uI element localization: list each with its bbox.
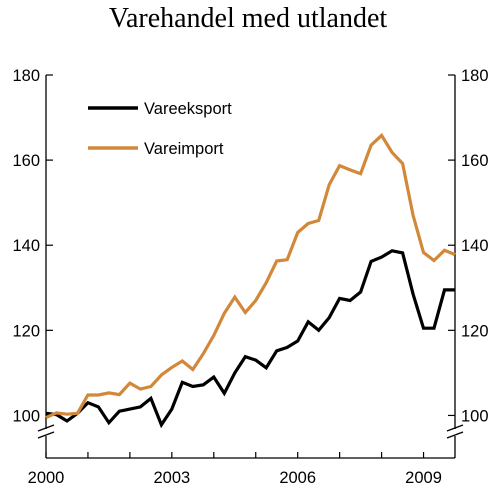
x-tick-label: 2000 [28,469,65,487]
y-tick-label-left: 160 [12,152,40,170]
y-tick-label-right: 140 [461,237,489,255]
y-axis-ticks: 100 100 120 120 140 140 160 160 180 180 [12,67,488,425]
series-line-vareimport [45,132,456,420]
y-tick-label-right: 160 [461,152,489,170]
series-lines [45,132,456,429]
series-line-vareeksport [45,249,455,429]
y-tick-label-left: 180 [12,67,40,85]
x-tick-label: 2009 [405,469,442,487]
plot-frame [45,75,456,459]
legend-label-vareeksport: Vareeksport [144,100,232,118]
legend-label-vareimport: Vareimport [144,140,224,158]
y-tick-label-left: 140 [12,237,40,255]
axis-break-gap-right [448,429,462,436]
axis-break-mark-left [37,431,55,439]
axis-break-mark-left [37,424,55,432]
x-tick-label: 2003 [153,469,190,487]
y-tick-label-left: 100 [12,407,40,425]
y-tick-label-right: 180 [461,67,489,85]
chart-title: Varehandel med utlandet [109,3,388,34]
y-tick-label-right: 120 [461,322,489,340]
y-tick-label-left: 120 [12,322,40,340]
axis-break-mark-right [446,424,464,432]
x-axis-ticks: 2000 2003 2006 2009 [28,452,442,487]
axis-break-mark-right [446,431,464,439]
axis-break-gap-left [39,429,53,436]
x-tick-label: 2006 [279,469,316,487]
axis-breaks [37,424,464,439]
y-tick-label-right: 100 [461,407,489,425]
legend: Vareeksport Vareimport [88,100,232,158]
